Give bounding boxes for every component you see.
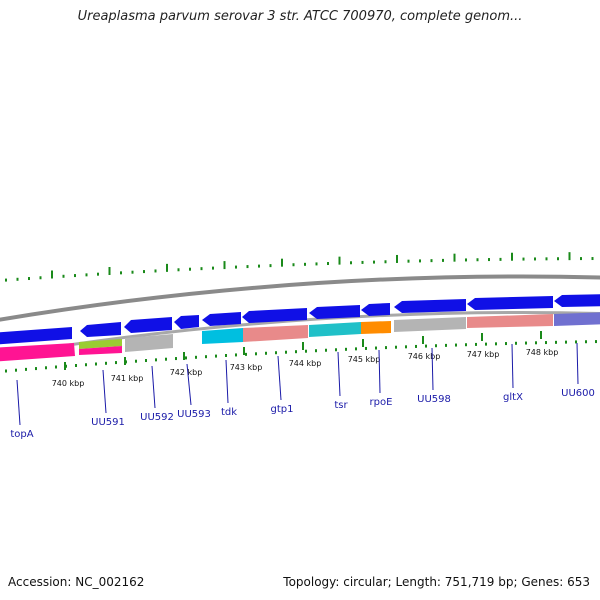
gene-label-gtp1[interactable]: gtp1 (271, 404, 294, 415)
category-segment[interactable] (79, 339, 122, 349)
leader-line (277, 355, 282, 401)
category-segment[interactable] (309, 322, 361, 337)
backbone-outer (0, 274, 600, 322)
gene-label-UU591[interactable]: UU591 (91, 417, 125, 428)
scale-label: 742 kbp (170, 368, 203, 377)
gene-label-UU598[interactable]: UU598 (417, 394, 451, 405)
gene-label-tsr[interactable]: tsr (334, 400, 348, 411)
leader-line (378, 349, 381, 394)
leader-line (102, 369, 107, 414)
category-segment[interactable] (79, 346, 122, 355)
leader-line (576, 342, 579, 385)
category-segment[interactable] (467, 314, 553, 328)
scale-label: 747 kbp (467, 350, 500, 359)
gene-label-rpoE[interactable]: rpoE (370, 397, 393, 408)
gene-label-tdk[interactable]: tdk (221, 407, 237, 418)
accession-text: Accession: NC_002162 (8, 575, 145, 589)
category-segment[interactable] (554, 312, 600, 326)
gene-arrow[interactable] (242, 308, 307, 323)
gene-label-topA[interactable]: topA (10, 429, 33, 440)
gene-arrow[interactable] (467, 296, 553, 310)
gene-label-UU593[interactable]: UU593 (177, 409, 211, 420)
scale-label: 744 kbp (289, 359, 322, 368)
gc-content-track (5, 252, 594, 282)
leader-line (16, 379, 21, 426)
leader-line (186, 363, 192, 406)
leader-line (511, 343, 514, 389)
leader-line (337, 351, 341, 397)
gene-arrow[interactable] (309, 305, 360, 319)
category-segment[interactable] (361, 321, 391, 334)
category-segment[interactable] (0, 343, 75, 362)
category-segment[interactable] (125, 334, 173, 352)
gene-label-UU592[interactable]: UU592 (140, 412, 174, 423)
category-segment[interactable] (243, 325, 308, 342)
gene-leaders (16, 342, 579, 426)
scale-label: 743 kbp (230, 363, 263, 372)
gene-arrow[interactable] (361, 303, 390, 316)
scale-label: 741 kbp (111, 374, 144, 383)
scale-label: 745 kbp (348, 355, 381, 364)
scale-label: 740 kbp (52, 379, 85, 388)
leader-line (151, 365, 156, 409)
minor-scale-ticks (5, 340, 597, 373)
map-title: Ureaplasma parvum serovar 3 str. ATCC 70… (77, 9, 523, 24)
scale-label: 748 kbp (526, 348, 559, 357)
leader-line (225, 359, 229, 404)
gene-arrow[interactable] (202, 312, 241, 326)
gene-arrow[interactable] (174, 315, 199, 329)
gene-labels: topA UU591 UU592 UU593 tdk gtp1 tsr rpoE… (10, 388, 594, 440)
gene-label-gltX[interactable]: gltX (503, 392, 523, 403)
gene-arrow[interactable] (0, 327, 72, 345)
topology-summary: Topology: circular; Length: 751,719 bp; … (283, 575, 590, 589)
gene-arrow[interactable] (394, 299, 466, 313)
gene-arrow[interactable] (124, 317, 172, 333)
scale-ticks (64, 331, 542, 370)
gene-label-UU600[interactable]: UU600 (561, 388, 595, 399)
scale-labels: 740 kbp 741 kbp 742 kbp 743 kbp 744 kbp … (52, 348, 559, 388)
category-segment[interactable] (202, 328, 243, 344)
forward-strand-track (0, 294, 600, 345)
gene-arrow[interactable] (80, 322, 121, 337)
category-segment[interactable] (394, 317, 466, 332)
scale-label: 746 kbp (408, 352, 441, 361)
leader-line (431, 347, 434, 391)
gene-arrow[interactable] (554, 294, 600, 307)
category-track (0, 312, 600, 362)
